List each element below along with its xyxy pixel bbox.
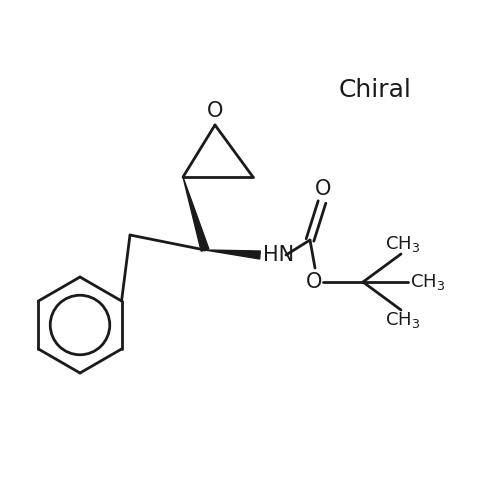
Text: O: O: [315, 179, 331, 199]
Text: CH$_3$: CH$_3$: [410, 272, 445, 292]
Text: CH$_3$: CH$_3$: [386, 310, 420, 330]
Text: Chiral: Chiral: [338, 78, 411, 102]
Text: O: O: [306, 272, 322, 292]
Text: O: O: [207, 101, 223, 121]
Polygon shape: [205, 250, 260, 259]
Polygon shape: [183, 177, 209, 251]
Text: CH$_3$: CH$_3$: [386, 234, 420, 254]
Text: HN: HN: [263, 245, 294, 265]
